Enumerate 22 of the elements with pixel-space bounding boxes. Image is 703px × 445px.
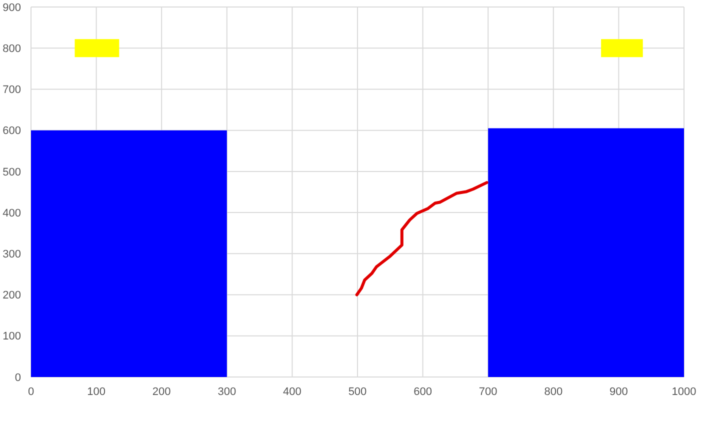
y-tick-label: 600 [2, 125, 21, 138]
x-tick-label: 400 [283, 386, 302, 398]
x-tick-label: 900 [610, 386, 628, 398]
y-tick-label: 400 [2, 207, 21, 220]
x-tick-label: 700 [478, 386, 498, 398]
x-tick-label: 600 [414, 386, 432, 398]
x-tick-label: 200 [152, 386, 171, 398]
y-tick-label: 700 [2, 84, 21, 96]
x-tick-label: 500 [348, 386, 367, 398]
y-tick-label: 800 [2, 42, 21, 55]
x-tick-label: 300 [218, 386, 236, 398]
y-tick-label: 200 [2, 290, 21, 302]
y-tick-label: 100 [2, 330, 21, 343]
x-tick-label: 800 [544, 386, 563, 398]
x-tick-label: 0 [28, 386, 34, 398]
y-tick-label: 900 [2, 2, 21, 14]
y-tick-label: 300 [2, 248, 21, 261]
y-tick-label: 0 [14, 372, 21, 384]
line-series [355, 181, 488, 296]
x-tick-label: 100 [87, 386, 106, 398]
y-tick-label: 500 [2, 166, 21, 178]
x-tick-label: 1000 [672, 386, 696, 398]
